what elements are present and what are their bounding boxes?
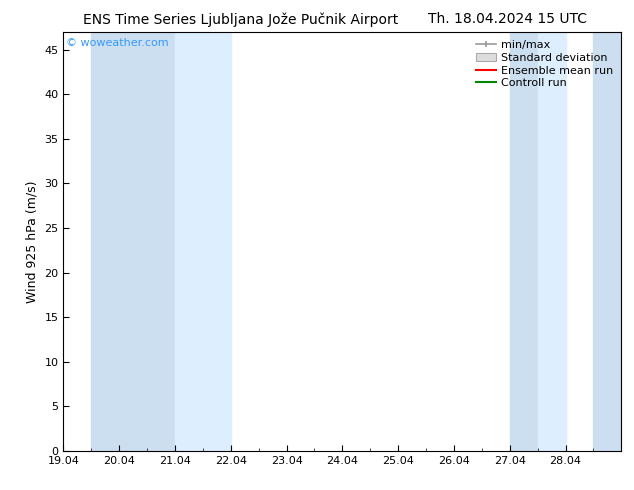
Text: Th. 18.04.2024 15 UTC: Th. 18.04.2024 15 UTC bbox=[428, 12, 586, 26]
Bar bbox=[91, 32, 175, 451]
Text: © woweather.com: © woweather.com bbox=[66, 38, 169, 48]
Bar bbox=[593, 32, 621, 451]
Legend: min/max, Standard deviation, Ensemble mean run, Controll run: min/max, Standard deviation, Ensemble me… bbox=[474, 38, 615, 91]
Bar bbox=[175, 32, 231, 451]
Bar bbox=[510, 32, 538, 451]
Text: ENS Time Series Ljubljana Jože Pučnik Airport: ENS Time Series Ljubljana Jože Pučnik Ai… bbox=[83, 12, 399, 27]
Y-axis label: Wind 925 hPa (m/s): Wind 925 hPa (m/s) bbox=[26, 180, 39, 302]
Bar bbox=[538, 32, 566, 451]
